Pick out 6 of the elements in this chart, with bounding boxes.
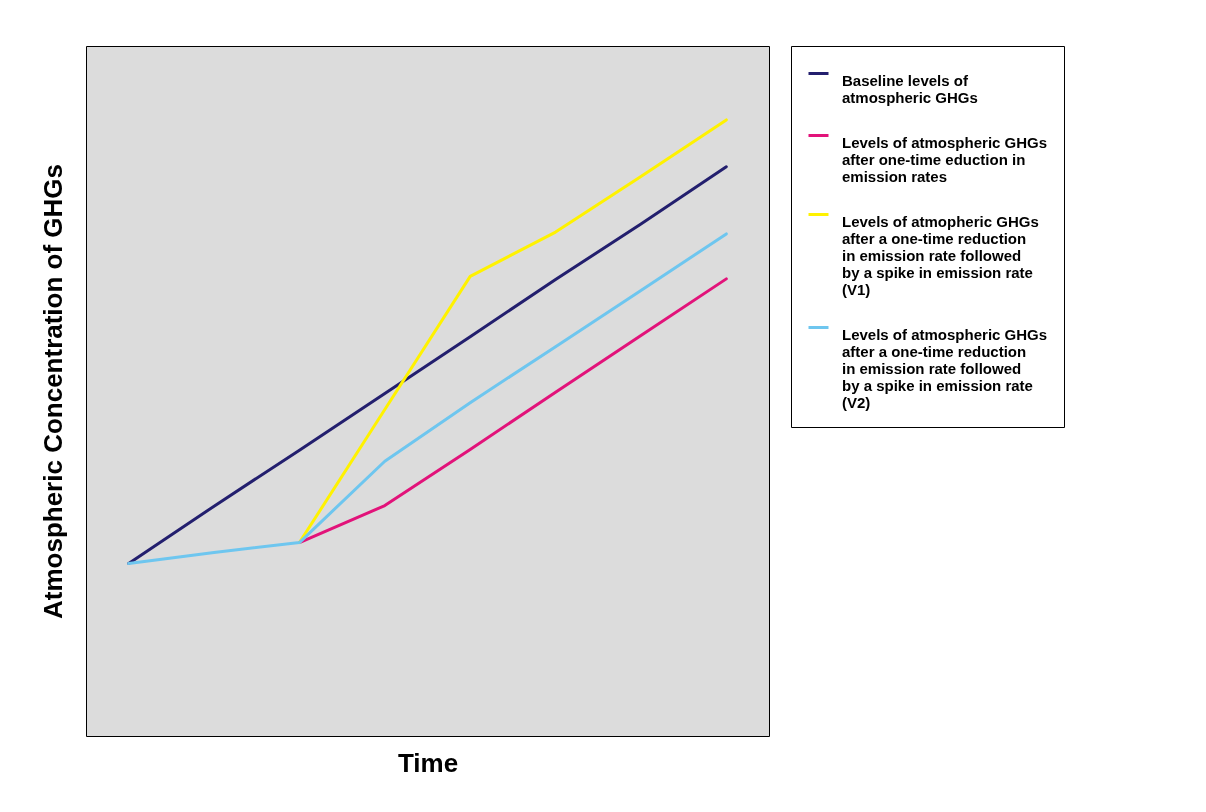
legend-label: Baseline levels of atmospheric GHGs (842, 71, 978, 106)
y-axis-title: Atmospheric Concentration of GHGs (37, 163, 68, 620)
legend-label: Levels of atmopheric GHGs after a one-time reduction in emission rate followed by a spike in emission rate (V1) (842, 212, 1039, 298)
legend-label: Levels of atmospheric GHGs after a one-time reduction in emission rate followed by a spike in emission rate (V2) (842, 325, 1048, 411)
legend-label: Levels of atmospheric GHGs after one-time eduction in emission rates (842, 133, 1048, 185)
x-axis-title: Time (397, 747, 459, 778)
